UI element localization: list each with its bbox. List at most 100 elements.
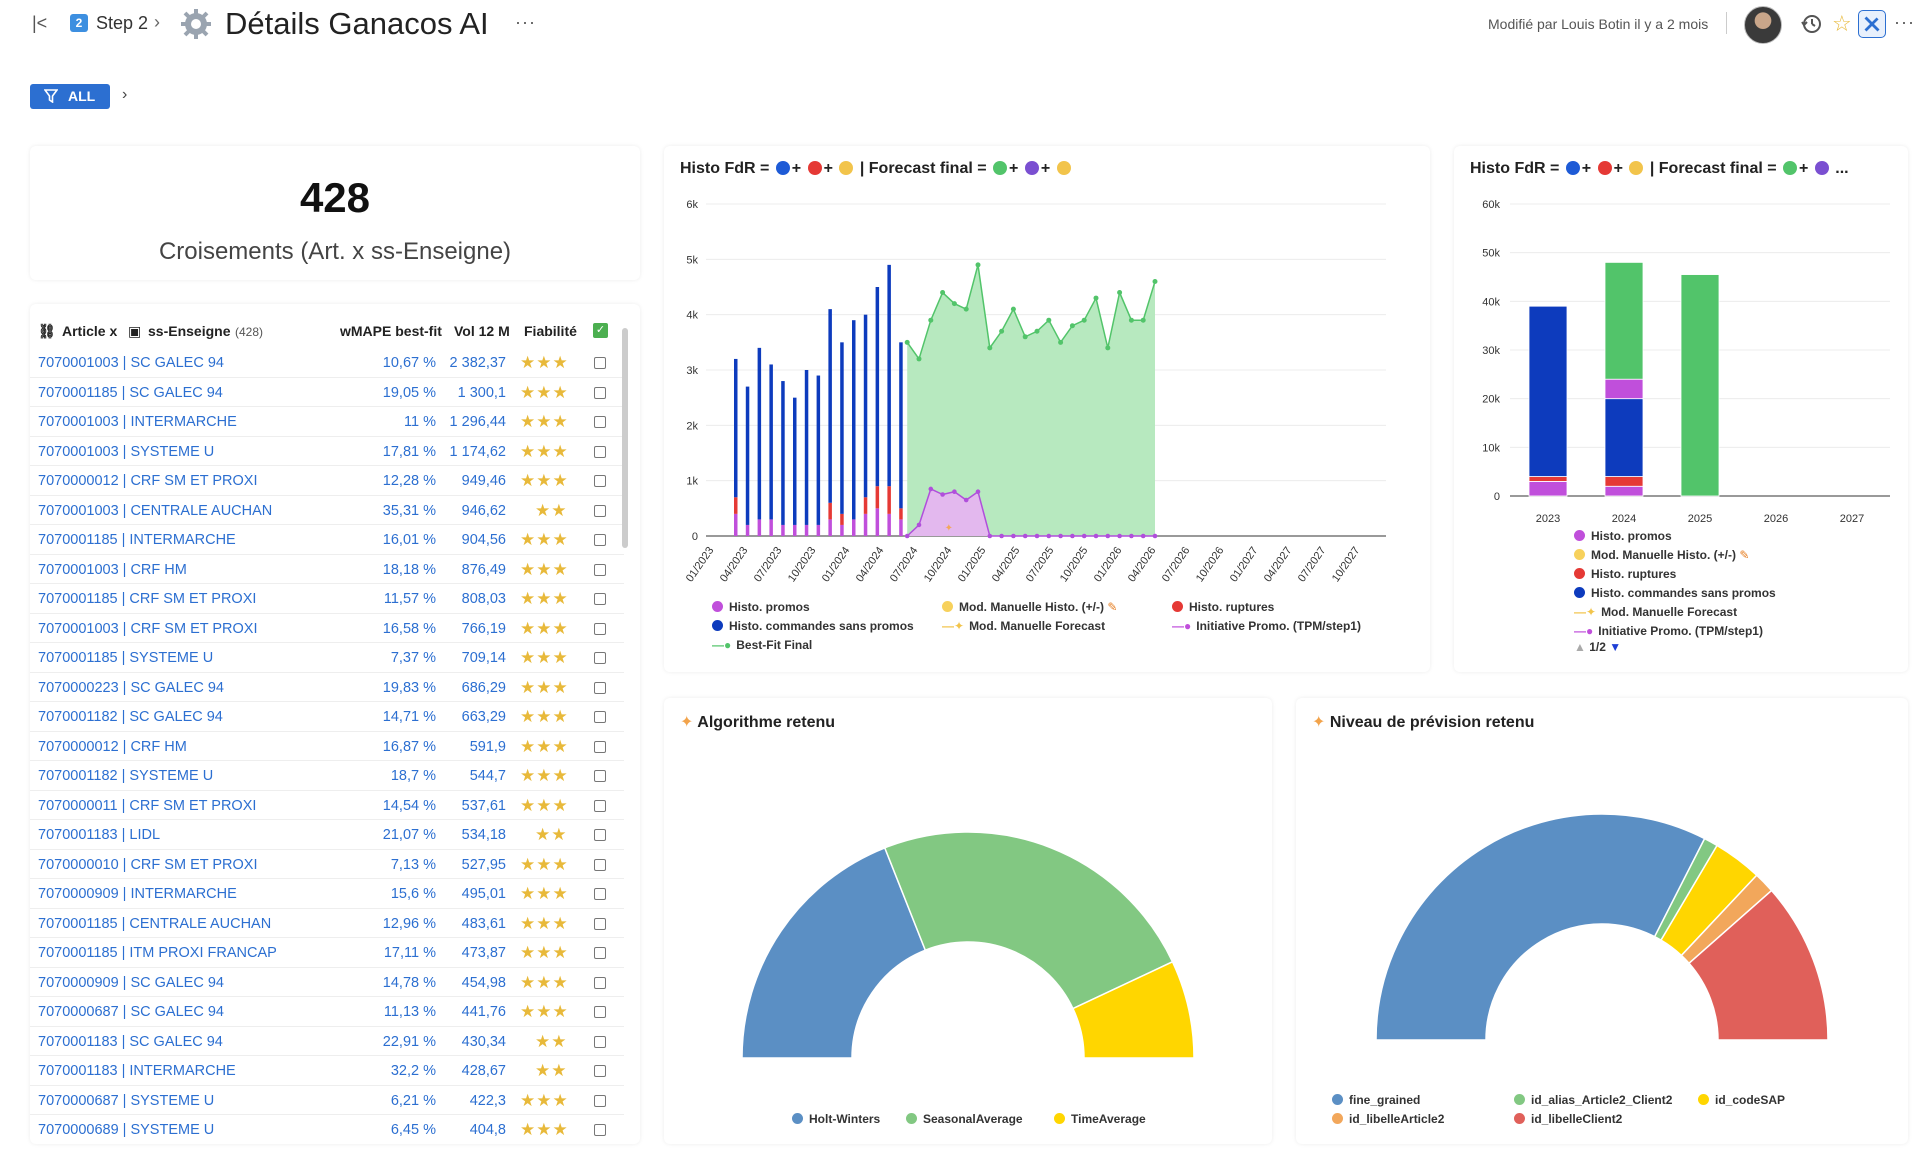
legend-item[interactable]: id_codeSAP [1698,1093,1785,1107]
article-cell[interactable]: 7070001185 | CENTRALE AUCHAN [38,915,272,932]
row-checkbox[interactable] [594,917,606,930]
row-checkbox[interactable] [594,799,606,812]
row-checkbox[interactable] [594,740,606,753]
legend-item[interactable]: id_alias_Article2_Client2 [1514,1093,1672,1107]
filter-all-button[interactable]: ALL [30,84,110,109]
row-checkbox[interactable] [594,888,606,900]
header-article[interactable]: Article x [62,323,118,339]
row-checkbox[interactable] [594,1094,606,1107]
header-checkbox[interactable]: ✓ [593,323,608,338]
more-options-icon[interactable]: ··· [515,12,536,32]
article-cell[interactable]: 7070000012 | CRF SM ET PROXI [38,473,258,489]
table-row[interactable]: 7070001185 | CENTRALE AUCHAN 12,96 % 483,6… [30,909,624,938]
legend-item[interactable]: Histo. promos [1574,529,1672,543]
article-cell[interactable]: 7070001003 | SYSTEME U [38,443,215,460]
table-row[interactable]: 7070001182 | SC GALEC 94 14,71 % 663,29 ★★★ [30,702,624,732]
legend-pager[interactable]: ▲ 1/2 ▼ [1574,640,1621,654]
table-row[interactable]: 7070000689 | SYSTEME U 6,45 % 404,8 ★★★ [30,1115,624,1144]
legend-item[interactable]: Holt-Winters [792,1112,880,1126]
legend-item[interactable]: Histo. ruptures [1172,600,1274,614]
table-row[interactable]: 7070001185 | CRF SM ET PROXI 11,57 % 808,0… [30,584,624,614]
table-row[interactable]: 7070001183 | SC GALEC 94 22,91 % 430,34 ★★ [30,1027,624,1056]
legend-item[interactable]: SeasonalAverage [906,1112,1023,1126]
table-row[interactable]: 7070001003 | INTERMARCHE 11 % 1 296,44 ★★★ [30,407,624,437]
article-cell[interactable]: 7070001182 | SYSTEME U [38,768,214,784]
header-vol[interactable]: Vol 12 M [454,323,510,339]
avatar[interactable] [1744,6,1782,44]
table-row[interactable]: 7070000223 | SC GALEC 94 19,83 % 686,29 ★★★ [30,673,624,702]
bar-chart[interactable]: 0 10k 20k 30k 40k 50k 60k 2023 2024 2025 2026 2027 [1454,186,1908,566]
legend-item[interactable]: —● Best-Fit Final [712,638,813,652]
row-checkbox[interactable] [594,593,606,605]
article-cell[interactable]: 7070000223 | SC GALEC 94 [38,679,224,696]
table-row[interactable]: 7070000011 | CRF SM ET PROXI 14,54 % 537,6… [30,791,624,820]
article-cell[interactable]: 7070001183 | LIDL [38,827,161,843]
legend-item[interactable]: —● Initiative Promo. (TPM/step1) [1172,619,1361,633]
table-row[interactable]: 7070000909 | SC GALEC 94 14,78 % 454,98 ★★★ [30,968,624,997]
row-checkbox[interactable] [594,563,606,576]
table-row[interactable]: 7070001003 | SC GALEC 94 10,67 % 2 382,37 ★… [30,348,624,378]
table-row[interactable]: 7070001003 | CENTRALE AUCHAN 35,31 % 946,6… [30,496,624,525]
legend-item[interactable]: Mod. Manuelle Histo. (+/-) ✎ [942,600,1117,614]
table-row[interactable]: 7070000687 | SC GALEC 94 11,13 % 441,76 ★★★ [30,997,624,1027]
row-checkbox[interactable] [594,504,606,517]
article-cell[interactable]: 7070000010 | CRF SM ET PROXI [38,856,258,873]
table-row[interactable]: 7070001182 | SYSTEME U 18,7 % 544,7 ★★★ [30,761,624,791]
row-checkbox[interactable] [594,386,606,399]
article-cell[interactable]: 7070001185 | SYSTEME U [38,650,214,666]
algo-donut-chart[interactable] [664,718,1272,1118]
niveau-donut-chart[interactable] [1296,718,1908,1118]
row-checkbox[interactable] [594,1035,606,1048]
table-row[interactable]: 7070000012 | CRF HM 16,87 % 591,9 ★★★ [30,732,624,761]
legend-item[interactable]: Mod. Manuelle Histo. (+/-) ✎ [1574,548,1749,562]
article-cell[interactable]: 7070001003 | INTERMARCHE [38,414,237,430]
row-checkbox[interactable] [594,681,606,694]
step-label[interactable]: Step 2 [96,13,149,33]
article-cell[interactable]: 7070000012 | CRF HM [38,738,187,755]
scrollbar[interactable] [622,328,628,548]
row-checkbox[interactable] [594,416,606,428]
table-row[interactable]: 7070000909 | INTERMARCHE 15,6 % 495,01 ★★★ [30,879,624,909]
article-cell[interactable]: 7070001183 | INTERMARCHE [38,1063,236,1079]
header-wmape[interactable]: wMAPE best-fit [340,323,442,339]
article-cell[interactable]: 7070001185 | ITM PROXI FRANCAP [38,945,277,961]
legend-item[interactable]: Histo. commandes sans promos [1574,586,1776,600]
more-menu-icon[interactable]: ··· [1894,12,1915,32]
article-cell[interactable]: 7070000011 | CRF SM ET PROXI [38,797,257,814]
article-cell[interactable]: 7070001182 | SC GALEC 94 [38,709,223,725]
table-row[interactable]: 7070001183 | LIDL 21,07 % 534,18 ★★ [30,820,624,850]
table-row[interactable]: 7070001003 | CRF HM 18,18 % 876,49 ★★★ [30,555,624,584]
row-checkbox[interactable] [594,770,606,782]
article-cell[interactable]: 7070001185 | INTERMARCHE [38,532,236,548]
legend-item[interactable]: id_libelleClient2 [1514,1112,1622,1126]
table-row[interactable]: 7070001185 | INTERMARCHE 16,01 % 904,56 ★★★ [30,525,624,555]
legend-item[interactable]: TimeAverage [1054,1112,1146,1126]
pager-up-icon[interactable]: ▲ [1574,640,1586,654]
table-row[interactable]: 7070001183 | INTERMARCHE 32,2 % 428,67 ★★ [30,1056,624,1086]
chevron-right-icon[interactable]: › [122,86,128,103]
article-cell[interactable]: 7070000687 | SC GALEC 94 [38,1004,224,1020]
legend-item[interactable]: Histo. commandes sans promos [712,619,914,633]
row-checkbox[interactable] [594,829,606,841]
table-row[interactable]: 7070000010 | CRF SM ET PROXI 7,13 % 527,95… [30,850,624,879]
article-cell[interactable]: 7070001003 | CENTRALE AUCHAN [38,502,273,519]
chevron-right-icon[interactable]: › [154,12,160,32]
row-checkbox[interactable] [594,652,606,664]
row-checkbox[interactable] [594,947,606,959]
header-fiabilite[interactable]: Fiabilité [524,323,577,339]
row-checkbox[interactable] [594,622,606,635]
article-cell[interactable]: 7070001003 | SC GALEC 94 [38,355,224,371]
table-row[interactable]: 7070000012 | CRF SM ET PROXI 12,28 % 949,4… [30,466,624,496]
favorite-star-icon[interactable]: ☆ [1832,11,1852,36]
row-checkbox[interactable] [594,475,606,487]
row-checkbox[interactable] [594,1124,606,1136]
row-checkbox[interactable] [594,1006,606,1018]
legend-item[interactable]: Histo. ruptures [1574,567,1676,581]
row-checkbox[interactable] [594,357,606,369]
tools-icon[interactable] [1858,10,1886,38]
row-checkbox[interactable] [594,976,606,989]
article-cell[interactable]: 7070001003 | CRF SM ET PROXI [38,620,258,637]
row-checkbox[interactable] [594,445,606,458]
article-cell[interactable]: 7070001185 | CRF SM ET PROXI [38,591,257,607]
